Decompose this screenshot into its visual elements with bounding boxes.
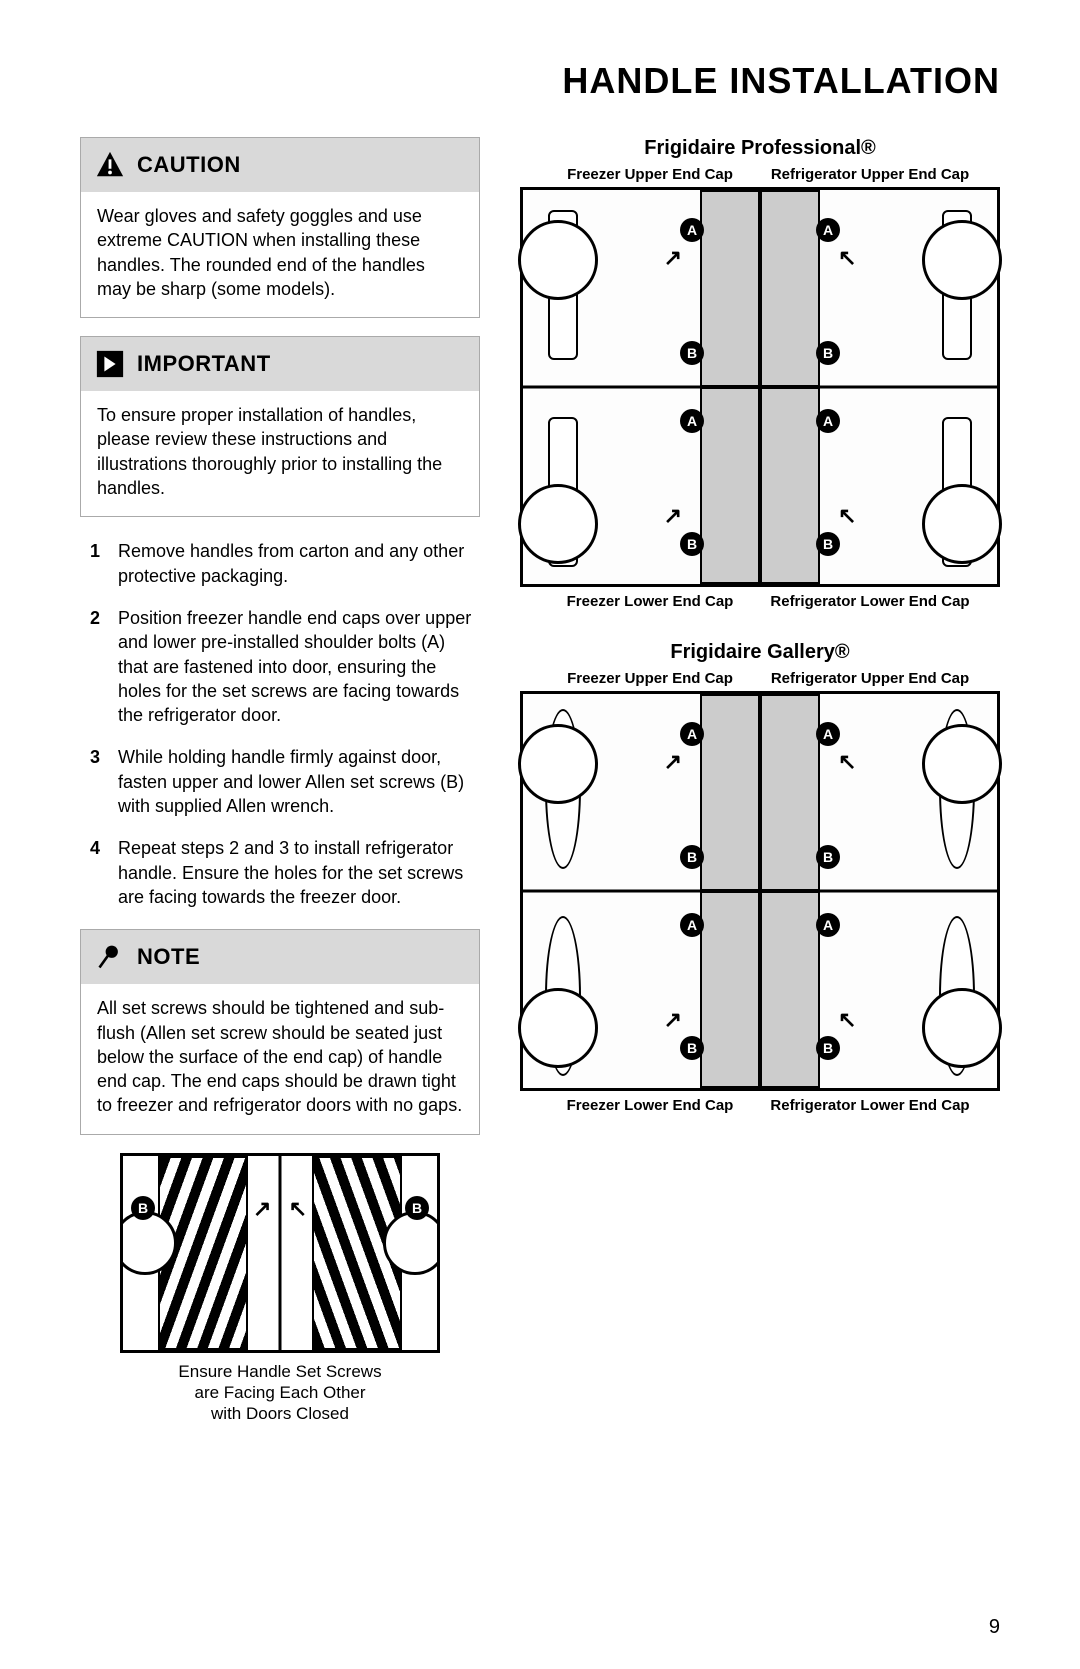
badge-b: B xyxy=(816,1036,840,1060)
label-refrig-lower: Refrigerator Lower End Cap xyxy=(760,1097,980,1114)
diagram-professional: Frigidaire Professional® Freezer Upper E… xyxy=(520,137,1000,611)
note-title: NOTE xyxy=(137,944,200,970)
label-freezer-lower: Freezer Lower End Cap xyxy=(540,593,760,610)
step-4: Repeat steps 2 and 3 to install refriger… xyxy=(90,836,480,909)
label-freezer-upper: Freezer Upper End Cap xyxy=(540,166,760,183)
right-column: Frigidaire Professional® Freezer Upper E… xyxy=(520,137,1000,1424)
left-column: CAUTION Wear gloves and safety goggles a… xyxy=(80,137,480,1424)
warning-icon xyxy=(95,150,125,180)
caution-title: CAUTION xyxy=(137,152,241,178)
label-freezer-upper: Freezer Upper End Cap xyxy=(540,670,760,687)
step-3: While holding handle firmly against door… xyxy=(90,745,480,818)
label-refrig-lower: Refrigerator Lower End Cap xyxy=(760,593,980,610)
diagram-gallery: Frigidaire Gallery® Freezer Upper End Ca… xyxy=(520,641,1000,1115)
badge-b: B xyxy=(405,1196,429,1220)
steps-list: Remove handles from carton and any other… xyxy=(80,535,480,909)
bottom-caption: Ensure Handle Set Screws are Facing Each… xyxy=(80,1361,480,1425)
note-body: All set screws should be tightened and s… xyxy=(81,984,479,1133)
badge-a: A xyxy=(816,218,840,242)
step-1: Remove handles from carton and any other… xyxy=(90,539,480,588)
badge-b: B xyxy=(816,341,840,365)
badge-b: B xyxy=(131,1196,155,1220)
badge-a: A xyxy=(816,722,840,746)
caution-body: Wear gloves and safety goggles and use e… xyxy=(81,192,479,317)
step-2: Position freezer handle end caps over up… xyxy=(90,606,480,727)
page-title: Handle Installation xyxy=(80,60,1000,102)
label-refrig-upper: Refrigerator Upper End Cap xyxy=(760,166,980,183)
diagram-professional-title: Frigidaire Professional® xyxy=(520,137,1000,160)
arrow-right-icon xyxy=(95,349,125,379)
caution-callout: CAUTION Wear gloves and safety goggles a… xyxy=(80,137,480,318)
badge-a: A xyxy=(816,913,840,937)
badge-a: A xyxy=(816,409,840,433)
page-number: 9 xyxy=(989,1616,1000,1639)
important-callout: IMPORTANT To ensure proper installation … xyxy=(80,336,480,517)
badge-b: B xyxy=(680,845,704,869)
badge-b: B xyxy=(680,1036,704,1060)
important-title: IMPORTANT xyxy=(137,351,271,377)
badge-b: B xyxy=(816,532,840,556)
important-body: To ensure proper installation of handles… xyxy=(81,391,479,516)
pin-icon xyxy=(95,942,125,972)
badge-b: B xyxy=(816,845,840,869)
label-freezer-lower: Freezer Lower End Cap xyxy=(540,1097,760,1114)
label-refrig-upper: Refrigerator Upper End Cap xyxy=(760,670,980,687)
bottom-diagram: B B ↗ ↖ Ensure Handle Set Screws are Fac… xyxy=(80,1153,480,1425)
diagram-gallery-title: Frigidaire Gallery® xyxy=(520,641,1000,664)
badge-a: A xyxy=(680,913,704,937)
note-callout: NOTE All set screws should be tightened … xyxy=(80,929,480,1134)
badge-a: A xyxy=(680,722,704,746)
